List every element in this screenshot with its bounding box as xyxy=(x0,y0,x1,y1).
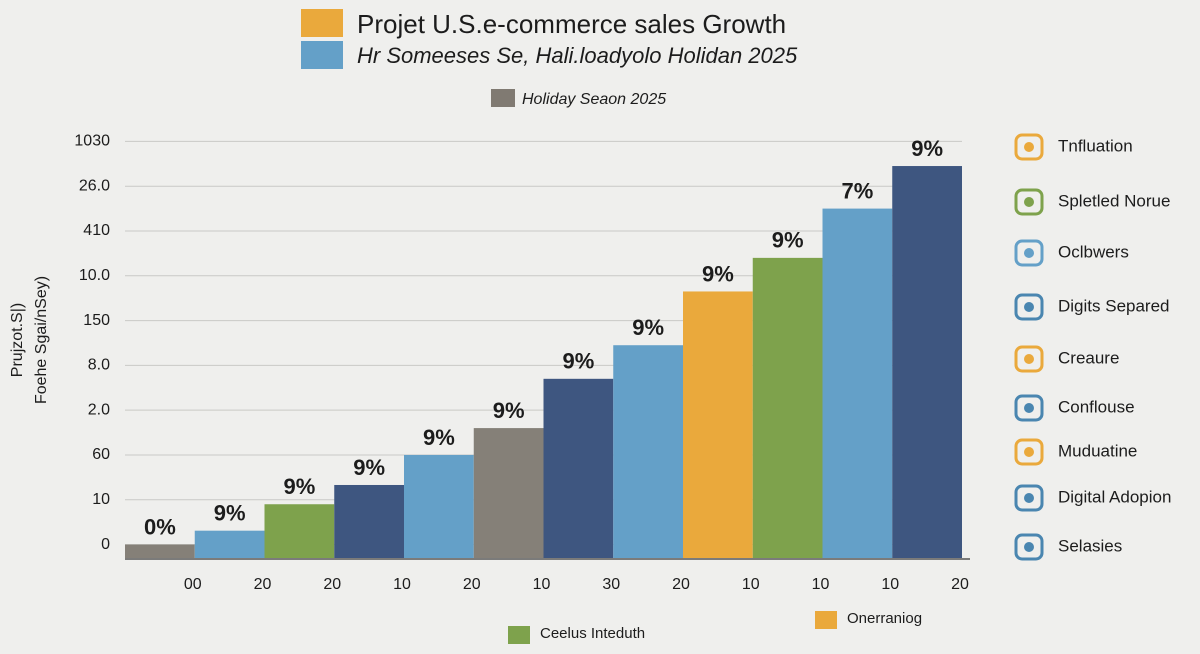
legend-icon xyxy=(1014,293,1044,321)
x-tick-label: 10 xyxy=(812,576,830,593)
legend-icon xyxy=(1014,133,1044,161)
bar-label: 9% xyxy=(353,455,385,480)
bar xyxy=(543,378,614,558)
y-tick-label: 8.0 xyxy=(88,357,110,374)
legend-label: Selasies xyxy=(1058,536,1122,555)
legend-icon xyxy=(1014,438,1044,466)
x-tick-label: 10 xyxy=(533,576,551,593)
legend-icon xyxy=(1014,484,1044,512)
legend-label: Oclbwers xyxy=(1058,242,1129,261)
legend-label: Ceelus Inteduth xyxy=(540,625,645,642)
legend-label: Creaure xyxy=(1058,348,1119,367)
legend-label: Conflouse xyxy=(1058,397,1135,416)
y-axis-label: Foehe Sgai/nSey) xyxy=(33,276,50,404)
legend-icon-dot xyxy=(1024,354,1034,364)
y-tick-label: 10.0 xyxy=(79,267,110,284)
legend-label: Holiday Seaon 2025 xyxy=(522,91,666,108)
legend-label: Digits Separed xyxy=(1058,296,1170,315)
x-tick-label: 20 xyxy=(463,576,481,593)
legend-icon xyxy=(1014,394,1044,422)
legend-icon-dot xyxy=(1024,403,1034,413)
y-axis-label: Prujzot.S|) xyxy=(9,303,26,377)
x-tick-label: 10 xyxy=(393,576,411,593)
x-tick-label: 20 xyxy=(951,576,969,593)
bar xyxy=(334,484,404,558)
x-tick-label: 10 xyxy=(742,576,760,593)
bar xyxy=(473,428,544,558)
legend-label: Muduatine xyxy=(1058,441,1137,460)
bar xyxy=(264,504,335,558)
bar xyxy=(125,544,195,558)
legend-icon xyxy=(1014,239,1044,267)
bar-label: 9% xyxy=(493,398,525,423)
legend-icon-dot xyxy=(1024,142,1034,152)
bar xyxy=(404,454,474,558)
y-tick-label: 26.0 xyxy=(79,177,110,194)
bar xyxy=(892,166,962,559)
bar-label: 9% xyxy=(772,228,804,253)
bar-label: 9% xyxy=(632,315,664,340)
bar-label: 9% xyxy=(283,474,315,499)
bar-label: 9% xyxy=(562,349,594,374)
y-tick-label: 1030 xyxy=(74,133,110,150)
bar-label: 9% xyxy=(423,425,455,450)
bar xyxy=(822,208,893,558)
legend-icon xyxy=(1014,345,1044,373)
x-tick-label: 20 xyxy=(672,576,690,593)
legend-icon xyxy=(1014,188,1044,216)
x-tick-label: 10 xyxy=(881,576,899,593)
y-tick-label: 410 xyxy=(83,222,110,239)
legend-icon-dot xyxy=(1024,248,1034,258)
bar-label: 9% xyxy=(911,136,943,161)
legend-label: Digital Adopion xyxy=(1058,487,1171,506)
legend-icon xyxy=(1014,533,1044,561)
bar xyxy=(194,530,265,558)
legend-icon-dot xyxy=(1024,302,1034,312)
bar-label: 9% xyxy=(702,261,734,286)
bar xyxy=(613,345,683,558)
y-tick-label: 2.0 xyxy=(88,401,110,418)
legend-swatch xyxy=(815,611,837,629)
y-tick-label: 150 xyxy=(83,312,110,329)
legend-label: Spletled Norue xyxy=(1058,191,1170,210)
legend-icon-dot xyxy=(1024,447,1034,457)
bar-label: 9% xyxy=(214,500,246,525)
legend-icon-dot xyxy=(1024,197,1034,207)
x-tick-label: 30 xyxy=(602,576,620,593)
chart-title: Projet U.S.e-commerce sales Growth xyxy=(357,9,786,39)
bar xyxy=(752,257,823,558)
legend-label: Onerraniog xyxy=(847,610,922,627)
legend-icon-dot xyxy=(1024,542,1034,552)
y-tick-label: 0 xyxy=(101,536,110,553)
legend-swatch xyxy=(508,626,530,644)
title-marker xyxy=(301,9,343,37)
x-tick-label: 20 xyxy=(254,576,272,593)
bar-label: 7% xyxy=(841,178,873,203)
legend-icon-dot xyxy=(1024,493,1034,503)
y-tick-label: 60 xyxy=(92,446,110,463)
bar-label: 0% xyxy=(144,514,176,539)
x-tick-label: 20 xyxy=(323,576,341,593)
y-tick-label: 10 xyxy=(92,491,110,508)
bar xyxy=(683,291,753,558)
title-marker xyxy=(301,41,343,69)
legend-swatch xyxy=(491,89,515,107)
legend-label: Tnfluation xyxy=(1058,136,1133,155)
chart-subtitle: Hr Someeses Se, Hali.loadyolo Holidan 20… xyxy=(357,43,798,68)
x-tick-label: 00 xyxy=(184,576,202,593)
